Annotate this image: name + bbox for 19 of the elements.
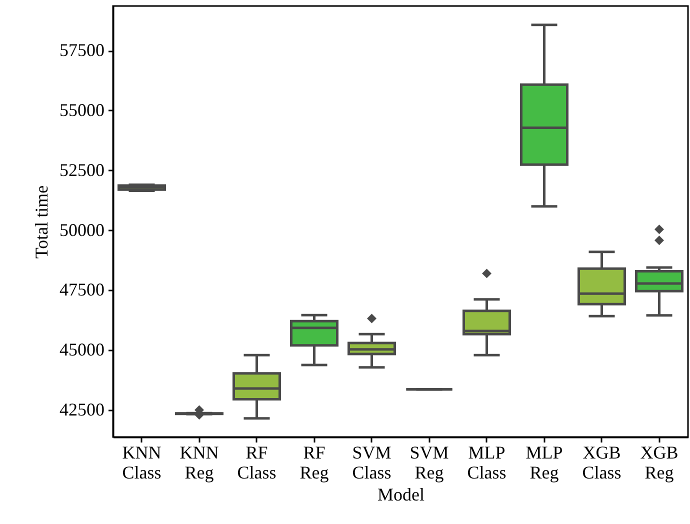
y-axis-title: Total time bbox=[32, 185, 52, 259]
y-tick-label: 50000 bbox=[60, 220, 104, 240]
y-tick-label: 42500 bbox=[60, 400, 104, 420]
y-tick-label: 47500 bbox=[60, 280, 104, 300]
x-tick-label: RF Class bbox=[237, 442, 276, 482]
y-tick-label: 57500 bbox=[60, 40, 104, 60]
x-tick-label: KNN Class bbox=[122, 442, 162, 482]
y-tick-label: 45000 bbox=[60, 340, 104, 360]
x-tick-label: KNN Reg bbox=[180, 442, 219, 482]
x-tick-label: XGB Reg bbox=[640, 442, 678, 482]
x-tick-label: MLP Reg bbox=[526, 442, 563, 482]
x-tick-label: XGB Class bbox=[582, 442, 622, 482]
y-tick-label: 55000 bbox=[60, 100, 104, 120]
y-tick-label: 52500 bbox=[60, 160, 104, 180]
x-tick-label: SVM Class bbox=[352, 442, 392, 482]
x-tick-label: RF Reg bbox=[300, 442, 329, 482]
x-axis-title: Model bbox=[378, 484, 424, 504]
x-tick-label: SVM Reg bbox=[410, 442, 449, 482]
x-tick-label: MLP Class bbox=[467, 442, 506, 482]
